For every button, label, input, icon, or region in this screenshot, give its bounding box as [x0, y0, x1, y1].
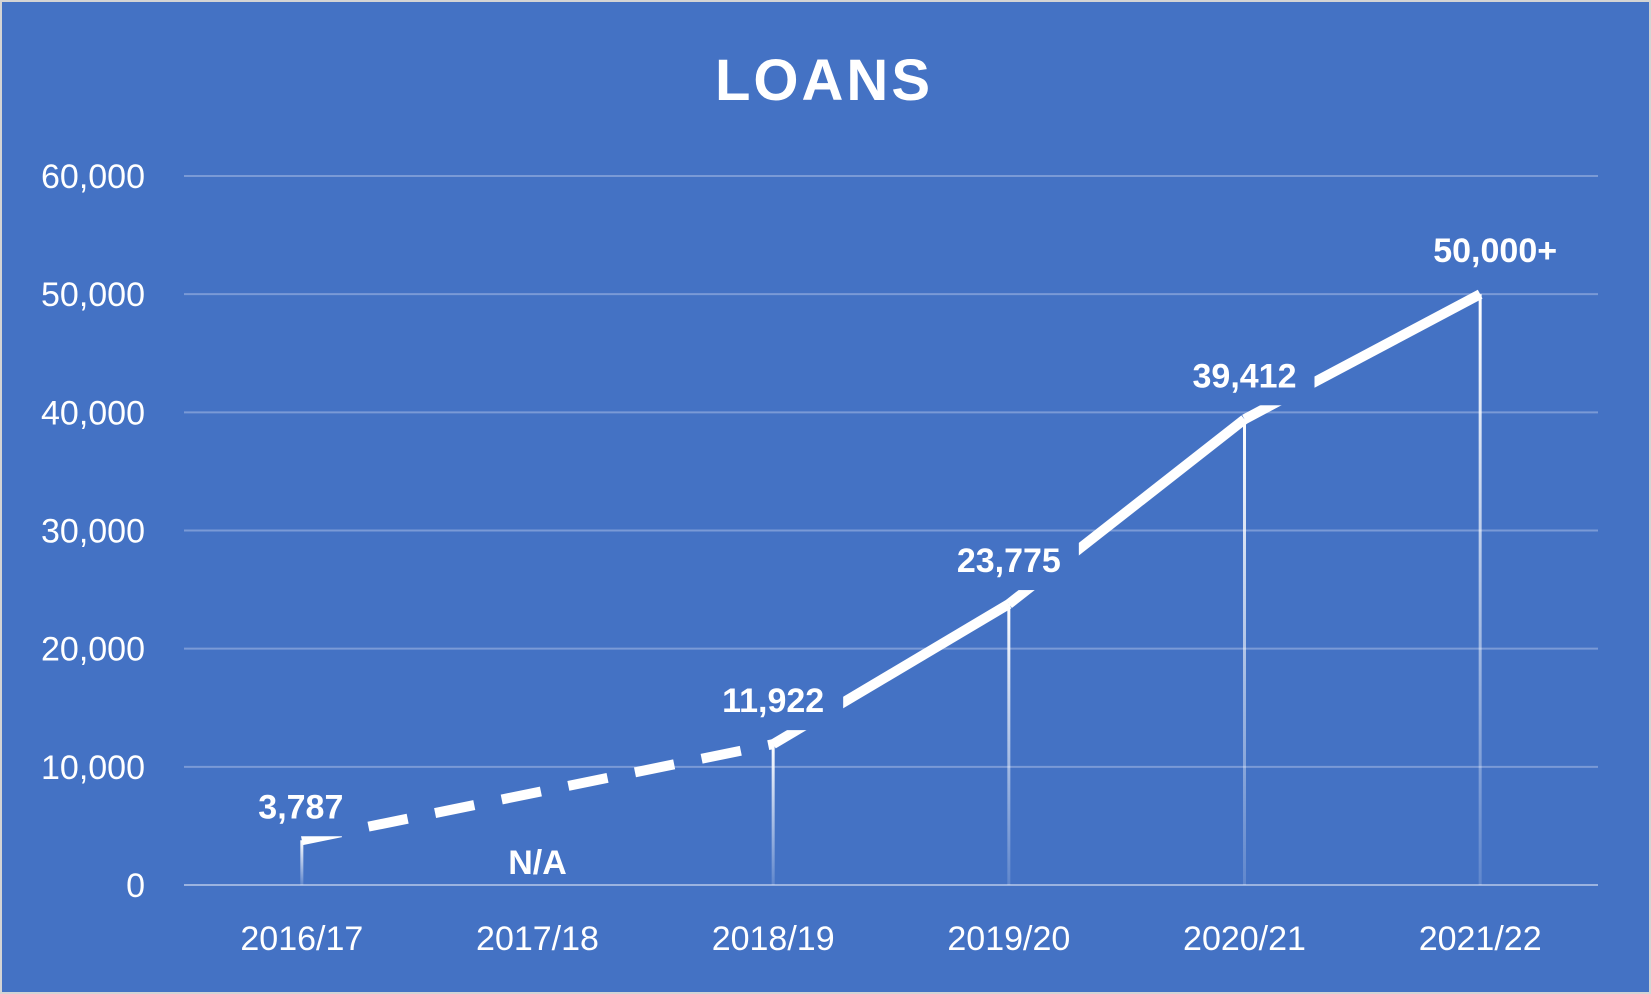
x-tick-label: 2021/22	[1419, 920, 1542, 958]
drop-lines	[300, 294, 1482, 886]
drop-line	[1243, 419, 1246, 885]
x-tick-label: 2016/17	[240, 920, 363, 958]
x-tick-label: 2017/18	[476, 920, 599, 958]
y-tick-label: 20,000	[41, 631, 145, 669]
gridlines	[184, 175, 1598, 886]
data-label: 50,000+	[1433, 232, 1557, 270]
y-tick-label: 50,000	[41, 276, 145, 314]
data-labels: 3,787 N/A 11,922 23,775 39,412 50,000+	[258, 232, 1557, 882]
series-loans	[300, 289, 1483, 846]
chart-title: LOANS	[715, 48, 933, 113]
x-tick-label: 2020/21	[1183, 920, 1306, 958]
x-axis: 2016/17 2017/18 2018/19 2019/20 2020/21 2021/…	[240, 920, 1541, 958]
series-segment	[1242, 289, 1483, 424]
drop-line	[1007, 604, 1011, 885]
series-segment	[1005, 415, 1248, 608]
data-label: 11,922	[722, 682, 824, 720]
drop-line	[1478, 294, 1482, 886]
data-label: 23,775	[957, 542, 1061, 580]
data-label: N/A	[508, 844, 567, 882]
series-segment	[770, 599, 1012, 749]
series-segment-dashed	[300, 739, 775, 846]
x-tick-label: 2019/20	[947, 920, 1070, 958]
drop-line	[300, 840, 304, 885]
x-tick-label: 2018/19	[712, 920, 835, 958]
data-label: 3,787	[258, 788, 343, 826]
data-label: 39,412	[1193, 357, 1297, 395]
y-tick-label: 40,000	[41, 394, 145, 432]
drop-line	[771, 744, 775, 885]
y-tick-label: 30,000	[41, 513, 145, 551]
y-tick-label: 60,000	[41, 158, 145, 196]
y-tick-label: 10,000	[41, 749, 145, 787]
y-tick-label: 0	[126, 867, 145, 905]
y-axis: 0 10,000 20,000 30,000 40,000 50,000 60,000	[41, 158, 145, 905]
